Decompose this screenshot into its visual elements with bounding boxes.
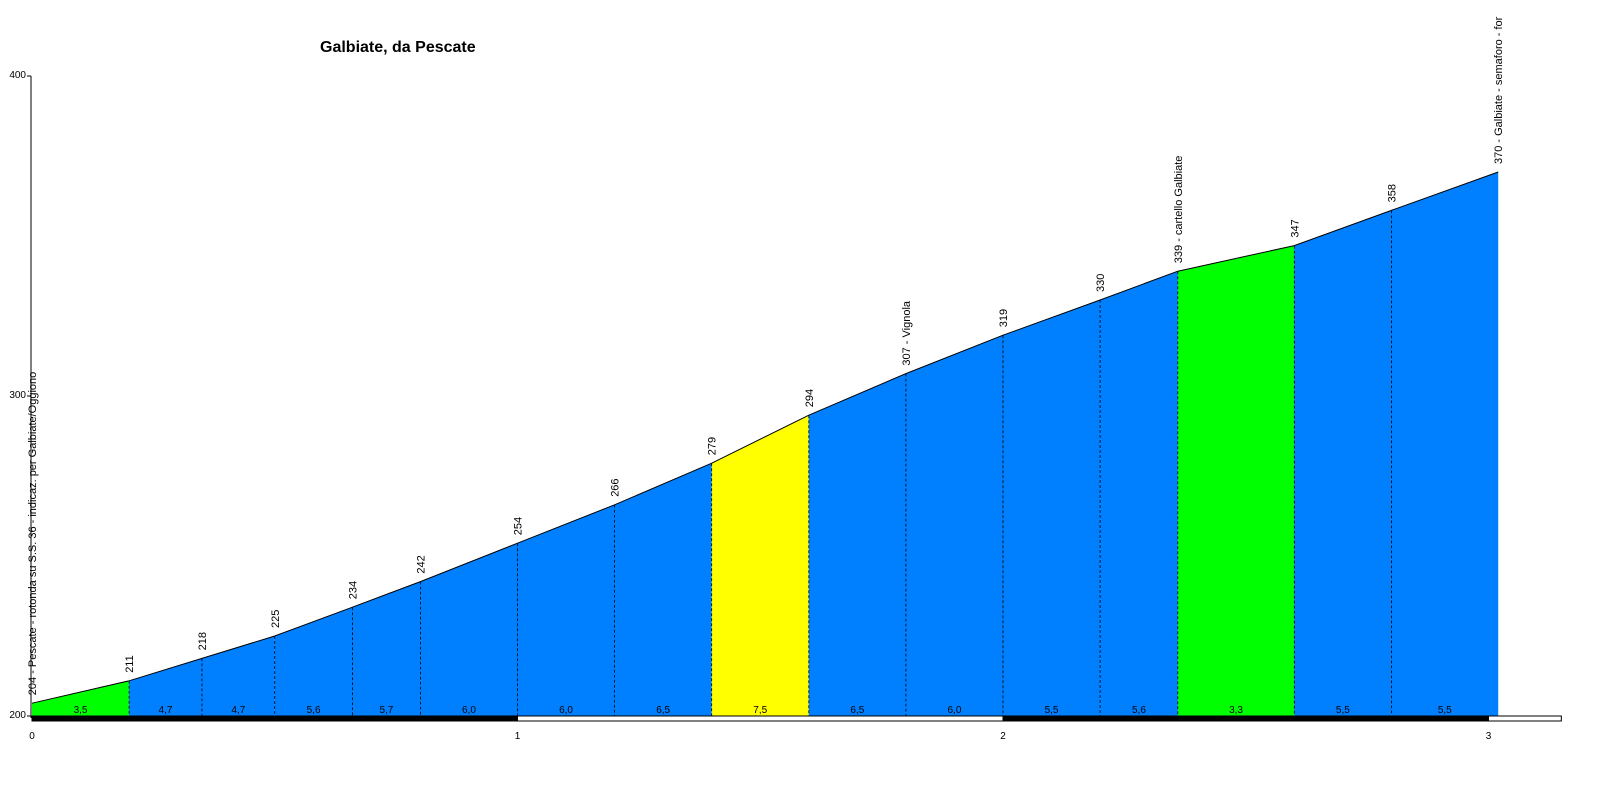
elevation-label: 211 bbox=[124, 655, 136, 673]
elevation-label: 204 - Pescate - rotonda su S.S. 36 - ind… bbox=[27, 372, 39, 695]
y-tick-label: 400 bbox=[9, 70, 26, 81]
km-bar-segment bbox=[1002, 715, 1489, 722]
elevation-label: 358 bbox=[1386, 184, 1398, 202]
profile-segment bbox=[614, 463, 712, 716]
profile-segment bbox=[1177, 245, 1295, 716]
gradient-label: 5,5 bbox=[1438, 705, 1452, 716]
elevation-label: 234 bbox=[347, 581, 359, 599]
gradient-label: 5,5 bbox=[1336, 705, 1350, 716]
profile-segment bbox=[274, 607, 353, 716]
gradient-label: 3,3 bbox=[1229, 705, 1243, 716]
elevation-label: 225 bbox=[270, 610, 282, 628]
gradient-label: 5,6 bbox=[1132, 705, 1146, 716]
gradient-label: 6,0 bbox=[462, 705, 476, 716]
x-tick-label: 0 bbox=[29, 731, 35, 742]
profile-segment bbox=[32, 680, 130, 716]
km-bar-segment bbox=[1488, 715, 1562, 722]
profile-segment bbox=[711, 415, 809, 716]
gradient-label: 5,5 bbox=[1045, 705, 1059, 716]
elevation-label: 218 bbox=[197, 632, 209, 650]
gradient-label: 4,7 bbox=[159, 705, 173, 716]
profile-segment bbox=[201, 636, 275, 716]
elevation-label: 254 bbox=[513, 517, 525, 535]
x-tick-label: 2 bbox=[1000, 731, 1006, 742]
elevation-label: 242 bbox=[415, 555, 427, 573]
elevation-label: 330 bbox=[1095, 274, 1107, 292]
y-tick-label: 300 bbox=[9, 390, 26, 401]
gradient-label: 7,5 bbox=[753, 705, 767, 716]
profile-segment bbox=[905, 335, 1003, 716]
elevation-label: 319 bbox=[998, 309, 1010, 327]
elevation-label: 347 bbox=[1289, 219, 1301, 237]
km-bar-segment bbox=[31, 715, 518, 722]
elevation-label: 279 bbox=[707, 437, 719, 455]
gradient-label: 4,7 bbox=[231, 705, 245, 716]
gradient-label: 5,6 bbox=[307, 705, 321, 716]
profile-segment bbox=[1294, 210, 1392, 716]
elevation-label: 339 - cartello Galbiate bbox=[1173, 156, 1185, 264]
profile-segment bbox=[420, 543, 518, 716]
elevation-label: 307 - Vignola bbox=[901, 300, 913, 366]
profile-segment bbox=[1391, 172, 1499, 716]
gradient-label: 5,7 bbox=[379, 705, 393, 716]
gradient-label: 6,5 bbox=[656, 705, 670, 716]
chart-title: Galbiate, da Pescate bbox=[320, 39, 476, 56]
km-bar-segment bbox=[517, 715, 1004, 722]
profile-segment bbox=[1003, 300, 1101, 716]
gradient-label: 6,5 bbox=[850, 705, 864, 716]
y-tick-label: 200 bbox=[9, 710, 26, 721]
elevation-label: 266 bbox=[610, 478, 622, 496]
x-tick-label: 3 bbox=[1486, 731, 1492, 742]
gradient-label: 3,5 bbox=[74, 705, 88, 716]
profile-segment bbox=[352, 581, 421, 716]
gradient-label: 6,0 bbox=[559, 705, 573, 716]
elevation-label: 294 bbox=[804, 389, 816, 407]
elevation-label: 370 - Galbiate - semaforo - for bbox=[1493, 16, 1505, 164]
x-tick-label: 1 bbox=[515, 731, 521, 742]
profile-segment bbox=[1100, 271, 1178, 716]
profile-segment bbox=[808, 373, 906, 716]
gradient-label: 6,0 bbox=[947, 705, 961, 716]
profile-segment bbox=[129, 658, 202, 716]
profile-segment bbox=[517, 504, 615, 716]
